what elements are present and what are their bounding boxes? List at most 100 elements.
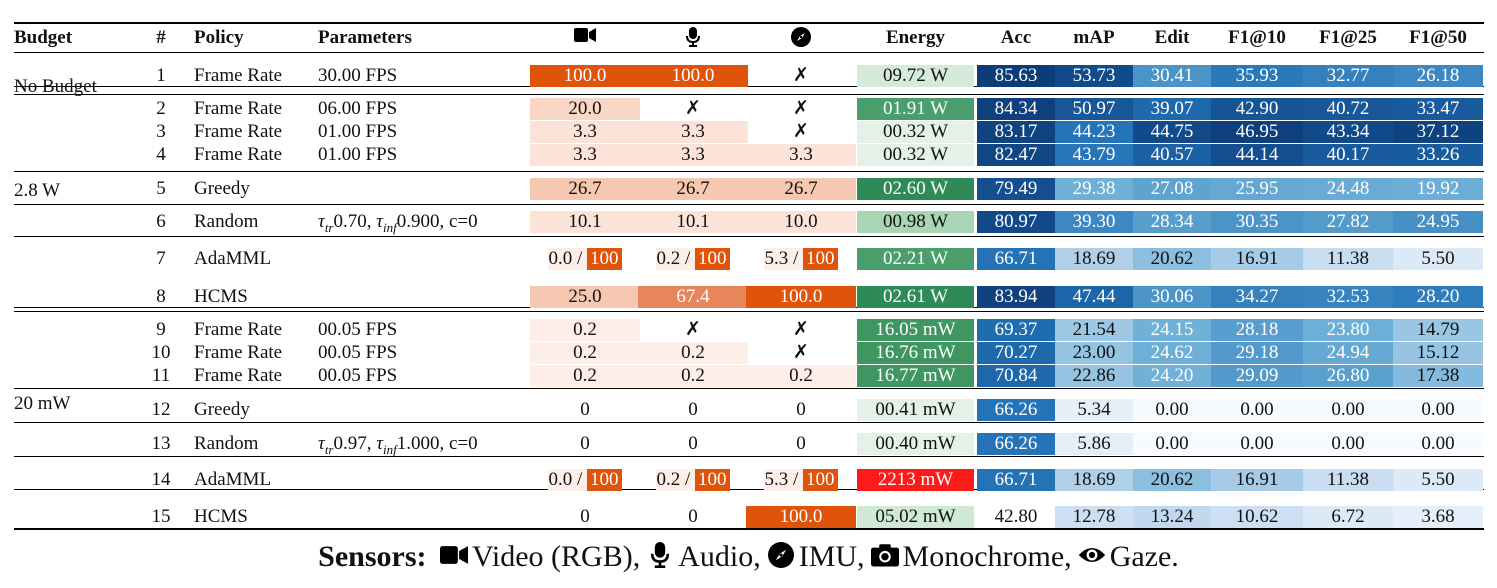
row-number: 4	[156, 144, 166, 165]
imu-sensor-usage: 0	[796, 399, 806, 420]
audio-sensor-usage: ✗	[685, 98, 701, 119]
edit-value: 24.62	[1133, 342, 1211, 364]
budget-label: No Budget	[14, 76, 97, 97]
table-rule	[14, 171, 1484, 172]
f1-25-value: 24.48	[1303, 178, 1393, 200]
row-number: 9	[156, 319, 166, 340]
header-energy: Energy	[885, 27, 946, 48]
video-camera-icon	[440, 542, 469, 576]
caption-sensor-label: Gaze.	[1109, 540, 1179, 573]
video-sensor-usage: 0	[580, 506, 590, 527]
f1-50-value: 33.26	[1393, 144, 1483, 166]
policy-parameters: 06.00 FPS	[318, 98, 398, 119]
acc-value: 66.71	[977, 248, 1055, 270]
video-sensor-usage: 0.2	[530, 342, 640, 364]
energy-value: 16.76 mW	[857, 342, 974, 364]
audio-sensor-usage: 0.2	[638, 365, 748, 387]
map-value: 18.69	[1055, 248, 1133, 270]
header-budget: Budget	[14, 27, 73, 48]
map-value: 5.86	[1055, 433, 1133, 455]
acc-value: 80.97	[977, 211, 1055, 233]
table-rule	[14, 528, 1484, 530]
f1-50-value: 5.50	[1393, 248, 1483, 270]
row-number: 12	[151, 399, 171, 420]
map-value: 21.54	[1055, 319, 1133, 341]
f1-25-value: 24.94	[1303, 342, 1393, 364]
row-number: 5	[156, 178, 166, 199]
row-number: 10	[151, 342, 171, 363]
compass-icon	[767, 542, 795, 576]
video-sensor-usage: 0.2	[530, 319, 640, 341]
header-f1-50: F1@50	[1409, 27, 1467, 48]
policy-parameters: 00.05 FPS	[318, 365, 398, 386]
compass-icon	[746, 27, 856, 49]
map-value: 43.79	[1055, 144, 1133, 166]
edit-value: 13.24	[1133, 506, 1211, 528]
policy-name: Greedy	[194, 399, 250, 420]
acc-value: 70.27	[977, 342, 1055, 364]
header-parameters: Parameters	[318, 27, 412, 48]
f1-50-value: 24.95	[1393, 211, 1483, 233]
edit-value: 44.75	[1133, 121, 1211, 143]
imu-sensor-usage: ✗	[793, 98, 809, 119]
policy-parameters: τtr0.70, τinf0.900, c=0	[318, 211, 478, 235]
policy-name: AdaMML	[194, 248, 272, 269]
sensor-usage-max: 100	[587, 248, 622, 270]
energy-value: 00.98 W	[857, 211, 974, 233]
policy-parameters	[318, 248, 528, 270]
f1-10-value: 34.27	[1211, 286, 1303, 308]
header-row-number: #	[156, 27, 166, 48]
energy-value: 02.21 W	[857, 248, 974, 270]
f1-25-value: 32.77	[1303, 65, 1393, 87]
video-sensor-usage: 0.2	[530, 365, 640, 387]
edit-value: 30.41	[1133, 65, 1211, 87]
sensor-usage-value: 0.0 /	[548, 469, 588, 491]
f1-50-value: 33.47	[1393, 98, 1483, 120]
energy-value: 02.61 W	[857, 286, 974, 308]
sensor-usage-max: 100	[587, 469, 622, 491]
f1-50-value: 5.50	[1393, 469, 1483, 491]
eye-icon	[1078, 542, 1106, 576]
budget-label: 20 mW	[14, 393, 71, 414]
energy-value: 05.02 mW	[857, 506, 974, 528]
header-acc: Acc	[1000, 27, 1032, 48]
audio-sensor-usage: 0.2	[638, 342, 748, 364]
video-sensor-usage: 0	[580, 399, 590, 420]
table-rule	[14, 86, 1484, 87]
f1-10-value: 46.95	[1211, 121, 1303, 143]
imu-sensor-usage: 26.7	[746, 178, 856, 200]
policy-name: AdaMML	[194, 469, 272, 490]
row-number: 13	[151, 433, 171, 454]
map-value: 53.73	[1055, 65, 1133, 87]
f1-50-value: 26.18	[1393, 65, 1483, 87]
sensor-usage-max: 100	[803, 248, 838, 270]
audio-sensor-usage: 0.2 / 100	[638, 248, 748, 270]
audio-sensor-usage: 67.4	[638, 286, 748, 308]
table-rule	[14, 204, 1484, 205]
energy-value: 16.77 mW	[857, 365, 974, 387]
sensor-usage-value: 0.0 /	[548, 248, 588, 270]
map-value: 47.44	[1055, 286, 1133, 308]
video-camera-icon	[530, 27, 640, 49]
f1-10-value: 16.91	[1211, 248, 1303, 270]
header-edit: Edit	[1154, 27, 1190, 48]
imu-sensor-usage: 100.0	[746, 506, 856, 528]
video-sensor-usage: 10.1	[530, 211, 640, 233]
f1-25-value: 32.53	[1303, 286, 1393, 308]
imu-sensor-usage: 0	[796, 433, 806, 454]
energy-value: 00.40 mW	[857, 433, 974, 455]
imu-sensor-usage: 0.2	[746, 365, 856, 387]
policy-parameters	[318, 178, 528, 200]
energy-value: 16.05 mW	[857, 319, 974, 341]
microphone-icon	[638, 27, 748, 49]
f1-10-value: 29.18	[1211, 342, 1303, 364]
video-sensor-usage: 0	[580, 433, 590, 454]
video-sensor-usage: 0.0 / 100	[530, 469, 640, 491]
energy-value: 00.41 mW	[857, 399, 974, 421]
caption-title: Sensors:	[318, 540, 427, 573]
f1-50-value: 0.00	[1393, 433, 1483, 455]
policy-parameters: 00.05 FPS	[318, 342, 398, 363]
f1-10-value: 35.93	[1211, 65, 1303, 87]
policy-parameters: 30.00 FPS	[318, 65, 398, 86]
video-sensor-usage: 3.3	[530, 144, 640, 166]
